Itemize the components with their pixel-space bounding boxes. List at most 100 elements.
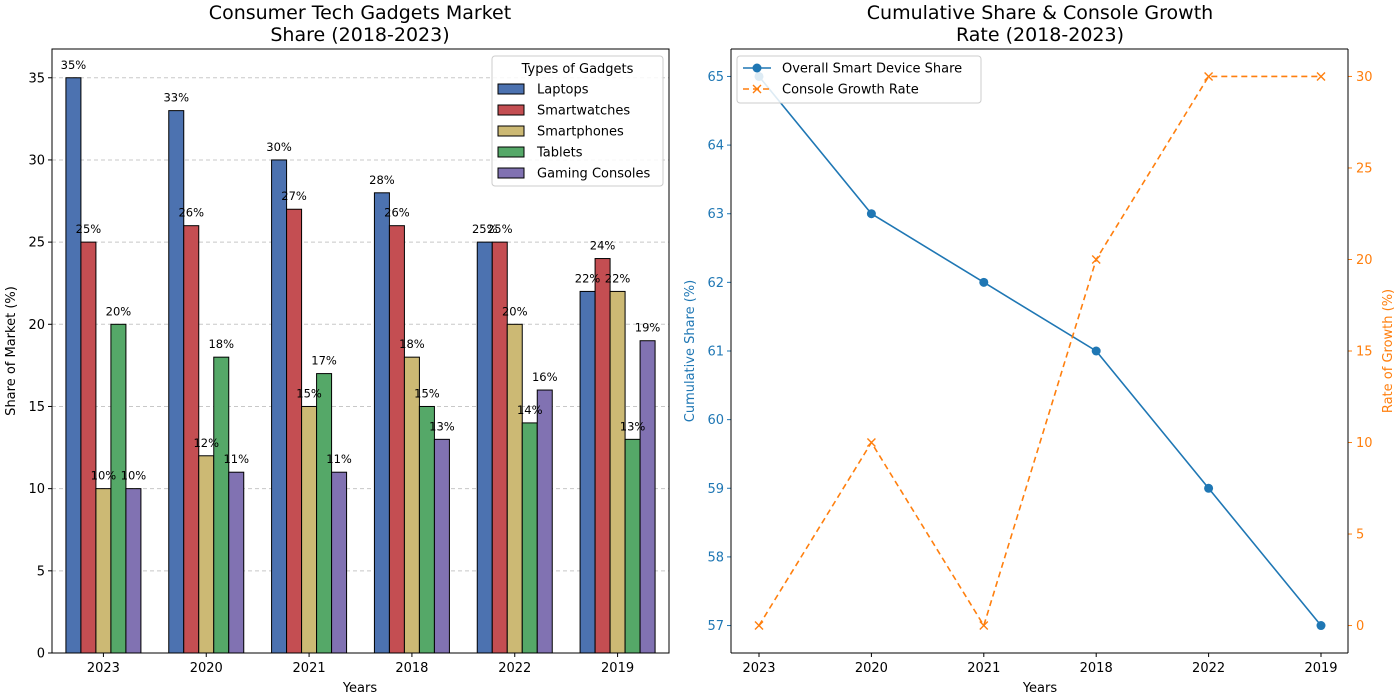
right-y-tick-label: 10 — [1356, 436, 1373, 451]
plot-frame — [51, 48, 670, 654]
bar-value-label: 25% — [472, 222, 498, 236]
bar-chart-axes: 0 5 10 15 20 25 30 35 2023 2020 2021 2018 2022 2019 — [28, 48, 670, 676]
line-chart-title: Cumulative Share & Console Growth Rate (2… — [867, 2, 1213, 46]
bar — [388, 225, 405, 654]
series-marker — [866, 438, 876, 448]
right-y-tick-label: 25 — [1356, 161, 1373, 176]
bar-value-label: 20% — [106, 304, 132, 318]
legend-box — [491, 55, 664, 187]
bar-chart-y-axis-label: Share of Market (%) — [4, 286, 19, 416]
bar-value-label: 33% — [163, 91, 189, 105]
bar — [286, 208, 303, 654]
series-marker — [1204, 483, 1214, 493]
bar-chart-bars — [65, 77, 656, 654]
bar-value-label: 14% — [517, 403, 543, 417]
bar-value-label: 18% — [399, 337, 425, 351]
bar — [331, 471, 348, 654]
bar-value-label: 26% — [178, 206, 204, 220]
bar-value-label: 11% — [326, 452, 352, 466]
bar-value-label: 28% — [369, 173, 395, 187]
bar — [198, 455, 215, 654]
y-tick-label: 35 — [28, 71, 45, 86]
x-tick-label: 2020 — [855, 661, 888, 676]
cumulative-share-line-chart: Cumulative Share & Console Growth Rate (2… — [683, 2, 1396, 696]
y-tick-label: 10 — [28, 482, 45, 497]
series-marker — [979, 277, 989, 287]
bar — [316, 373, 333, 654]
bar-chart-legend: Types of Gadgets Laptops Smartwatches Smart… — [491, 55, 664, 187]
legend-title: Types of Gadgets — [521, 62, 634, 77]
bar-value-label: 22% — [605, 271, 631, 285]
bar — [125, 488, 142, 654]
x-tick-label: 2019 — [601, 661, 634, 676]
x-tick-label: 2019 — [1304, 661, 1337, 676]
legend-label: Console Growth Rate — [782, 83, 919, 98]
bar-value-label: 27% — [281, 189, 307, 203]
y-tick-label: 25 — [28, 236, 45, 251]
series-marker — [754, 621, 764, 631]
series-line — [758, 75, 1322, 627]
bar-value-label: 30% — [266, 140, 292, 154]
bar — [418, 405, 435, 654]
legend-marker — [752, 84, 762, 94]
y-tick-label: 5 — [37, 564, 45, 579]
bar — [609, 290, 626, 654]
bar — [639, 340, 656, 654]
legend-marker — [752, 63, 762, 73]
bar-value-label: 15% — [414, 386, 440, 400]
bar-value-label: 20% — [502, 304, 528, 318]
bar-value-label: 17% — [311, 354, 337, 368]
bar — [433, 438, 450, 654]
left-y-tick-label: 64 — [707, 139, 724, 154]
bar-value-label: 13% — [620, 419, 646, 433]
x-tick-label: 2018 — [395, 661, 428, 676]
bar-value-label: 16% — [532, 370, 558, 384]
legend-swatch — [497, 104, 525, 116]
bar — [80, 241, 97, 654]
line-chart-left-axis-label: Cumulative Share (%) — [683, 280, 698, 422]
y-tick-label: 15 — [28, 400, 45, 415]
y-tick-label: 0 — [37, 647, 45, 662]
y-tick-label: 30 — [28, 153, 45, 168]
bar — [624, 438, 641, 654]
series-marker — [1316, 621, 1326, 631]
legend-swatch — [497, 167, 525, 179]
bar-value-label: 10% — [121, 469, 147, 483]
right-y-tick-label: 5 — [1356, 528, 1364, 543]
left-y-tick-label: 57 — [707, 619, 724, 634]
bar-value-label: 12% — [193, 436, 219, 450]
x-tick-label: 2022 — [1192, 661, 1225, 676]
series-marker — [1091, 254, 1101, 264]
bar-value-label: 13% — [429, 419, 455, 433]
x-tick-label: 2022 — [498, 661, 531, 676]
market-share-bar-chart: Consumer Tech Gadgets Market Share (2018-… — [4, 2, 670, 696]
bar — [301, 405, 318, 654]
legend-box — [736, 55, 982, 104]
left-y-tick-label: 58 — [707, 550, 724, 565]
series-marker — [1316, 71, 1326, 81]
x-tick-label: 2023 — [87, 661, 120, 676]
left-y-tick-label: 65 — [707, 70, 724, 85]
legend-label: Tablets — [536, 146, 583, 161]
bar — [373, 192, 390, 654]
legend-label: Smartwatches — [537, 104, 630, 119]
bar — [476, 241, 493, 654]
left-y-tick-label: 60 — [707, 413, 724, 428]
left-y-tick-label: 59 — [707, 482, 724, 497]
left-y-tick-label: 63 — [707, 207, 724, 222]
bar-chart-value-labels: 35% 25% 10% 20% 10% 33% 26% 12% 18% 11% 30% 27% 15% 1… — [61, 58, 661, 483]
bar — [110, 323, 127, 654]
line-chart-axes: 57 58 59 60 61 62 63 64 65 0 5 10 15 20 25 30 2023 2020 20… — [707, 48, 1373, 676]
bar — [228, 471, 245, 654]
line-chart-x-axis-label: Years — [1022, 681, 1058, 696]
bar-chart-x-axis-label: Years — [342, 681, 378, 696]
x-tick-label: 2021 — [967, 661, 1000, 676]
x-tick-label: 2018 — [1080, 661, 1113, 676]
bar — [521, 422, 538, 654]
bar — [168, 110, 185, 654]
left-y-tick-label: 62 — [707, 276, 724, 291]
legend-label: Gaming Consoles — [537, 167, 651, 182]
series-marker — [1091, 346, 1101, 356]
series-marker — [1204, 71, 1214, 81]
right-y-tick-label: 0 — [1356, 619, 1364, 634]
